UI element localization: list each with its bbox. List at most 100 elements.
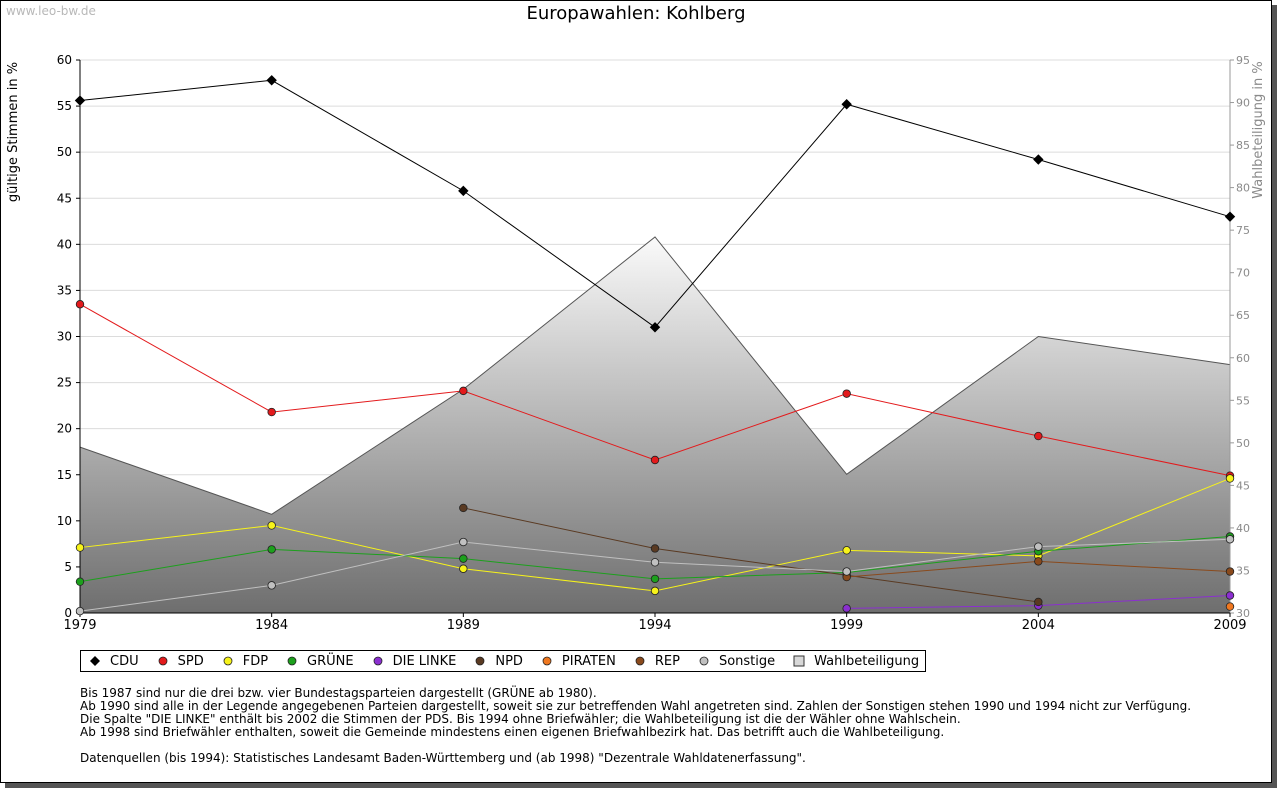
y-tick-label: 15 [57,468,72,482]
y2-tick-label: 75 [1236,224,1250,237]
x-tick-label: 1984 [255,618,288,633]
series-line-npd [463,507,1039,603]
y-tick-label: 10 [57,514,72,528]
point-cdu [266,75,277,86]
point-piraten [1225,602,1235,611]
legend-item-piraten: PIRATEN [541,654,616,669]
point-cdu [74,95,86,106]
legend-item-wahlbeteiligung: Wahlbeteiligung [793,654,919,669]
y-tick-label: 45 [57,191,72,205]
point-fdp [267,521,276,530]
x-tick-label: 1989 [447,618,480,633]
legend-label: PIRATEN [561,653,616,669]
legend-item-cdu: CDU [89,654,139,669]
point-spd [75,300,85,309]
legend-swatch [373,656,383,666]
note-line: Ab 1998 sind Briefwähler enthalten, sowe… [80,725,945,739]
y2-tick-label: 55 [1236,394,1250,407]
point-npd [1034,597,1043,607]
legend-item-npd: NPD [474,654,523,669]
point-npd [650,544,660,553]
note-line: Bis 1987 sind nur die drei bzw. vier Bun… [80,686,597,700]
y2-tick-label: 50 [1236,437,1250,450]
legend-label: FDP [242,653,269,669]
y2-tick-label: 90 [1236,97,1250,110]
legend-marker-cdu [90,656,100,666]
area-layer [79,236,1231,613]
y2-tick-label: 95 [1236,54,1250,67]
point-sonstige [1225,535,1235,544]
legend-label: CDU [110,653,139,669]
legend-item-gr-ne: GRÜNE [286,654,354,669]
y-tick-label: 25 [57,376,72,390]
point-sonstige [1034,542,1043,551]
legend-marker-fdp [223,656,233,666]
point-sonstige [75,606,85,616]
legend-marker-spd [158,656,168,666]
legend: CDU SPD FDP GRÜNE DIE LINKE NPD PIRATEN REP Sons… [80,650,927,672]
point-spd [459,386,468,396]
y-tick-label: 55 [57,99,72,113]
point-sonstige [459,537,468,547]
y-tick-label: 30 [57,330,72,344]
x-tick-label: 2004 [1022,618,1055,633]
legend-marker-npd [475,656,485,666]
point-gr-ne [75,577,85,586]
note-line: Ab 1990 sind alle in der Legende angegeb… [80,699,1192,713]
legend-marker-rep [635,656,645,666]
legend-swatch [475,656,485,666]
y2-tick-label: 30 [1236,607,1250,620]
x-tick-label: 1979 [63,618,96,633]
legend-item-sonstige: Sonstige [698,654,775,669]
legend-item-die-linke: DIE LINKE [372,653,457,669]
point-spd [842,389,851,398]
note-line: Die Spalte "DIE LINKE" enthält bis 2002 … [80,712,961,726]
legend-swatch [699,656,709,666]
point-gr-ne [459,554,468,563]
x-tick-label: 2009 [1213,618,1246,633]
point-cdu [458,185,469,197]
point-sonstige [842,567,851,576]
legend-label: DIE LINKE [392,653,457,669]
x-tick-label: 1999 [830,618,863,633]
point-spd [650,455,660,465]
y-tick-label: 35 [57,283,72,297]
point-die-linke [1225,591,1235,600]
y2-tick-label: 60 [1236,352,1250,365]
y-tick-label: 5 [64,560,72,574]
legend-marker-piraten [542,656,552,666]
point-spd [1034,431,1043,441]
y-tick-label: 50 [57,145,72,159]
point-cdu [1224,211,1236,222]
legend-item-rep: REP [634,654,680,669]
point-sonstige [267,581,276,590]
y2-tick-label: 40 [1236,522,1250,535]
point-fdp [1225,474,1235,483]
point-cdu [649,322,661,333]
legend-marker-wahlbeteiligung [793,655,805,667]
legend-swatch [635,656,645,666]
legend-marker-sonstige [699,656,709,666]
legend-marker-gr-ne [287,656,297,666]
chart-svg: 0 5 10 15 20 25 30 35 40 45 50 55 60 30 35 40 45 50 55 60 65… [6,53,1266,633]
point-npd [459,503,468,513]
y2-tick-label: 85 [1236,139,1250,152]
y-axis-label: gültige Stimmen in % [6,62,21,202]
point-cdu [1033,154,1044,165]
point-fdp [459,564,468,573]
chart-title: Europawahlen: Kohlberg [526,3,746,24]
legend-item-fdp: FDP [222,654,268,669]
legend-label: Wahlbeteiligung [814,653,920,669]
legend-swatch [287,656,297,666]
area-wahlbeteiligung-outline [79,236,1231,515]
y2-tick-label: 80 [1236,182,1250,195]
legend-label: REP [654,653,680,669]
point-cdu [841,99,852,110]
legend-marker-die-linke [373,656,383,666]
axis-layer: 0 5 10 15 20 25 30 35 40 45 50 55 60 30 35 40 45 50 55 60 65… [57,53,1250,633]
legend-label: SPD [177,653,204,669]
legend-swatch [223,656,233,666]
point-gr-ne [650,574,660,584]
legend-item-spd: SPD [157,654,204,669]
point-fdp [842,546,851,555]
